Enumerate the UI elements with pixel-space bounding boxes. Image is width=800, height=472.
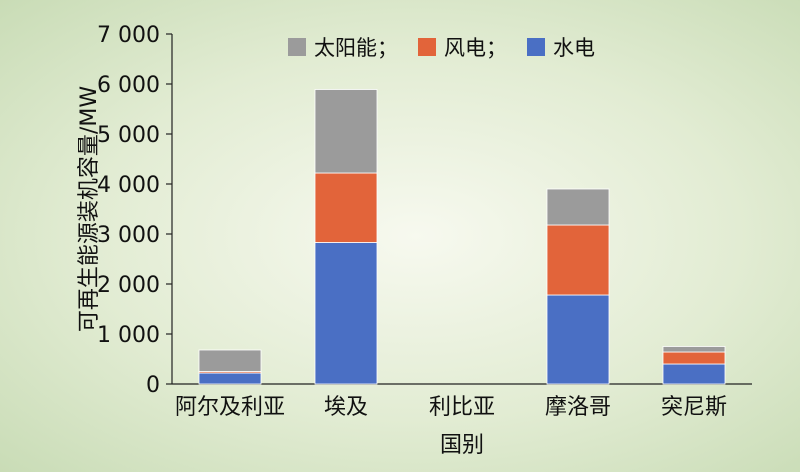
bar-segment <box>314 242 378 385</box>
axes <box>171 34 752 385</box>
y-tick-label: 1 000 <box>97 323 160 348</box>
bar-segment <box>662 346 726 353</box>
y-axis-title: 可再生能源装机容量/MW <box>77 86 102 332</box>
bar-segment <box>198 349 262 372</box>
y-tick-label: 6 000 <box>97 73 160 98</box>
y-tick-label: 2 000 <box>97 273 160 298</box>
bars <box>198 89 726 385</box>
y-tick-label: 3 000 <box>97 223 160 248</box>
x-category-label: 摩洛哥 <box>545 395 611 420</box>
bar-segment <box>662 363 726 385</box>
y-tick-label: 5 000 <box>97 123 160 148</box>
x-category-label: 利比亚 <box>429 395 495 420</box>
x-category-label: 埃及 <box>324 395 368 420</box>
legend-label: 风电； <box>444 36 507 60</box>
bar-segment <box>314 89 378 174</box>
bar-segment <box>546 294 610 385</box>
bar-segment <box>198 372 262 385</box>
bar-segment <box>662 351 726 365</box>
x-category-label: 突尼斯 <box>661 395 727 420</box>
legend-swatch <box>288 38 306 56</box>
legend-swatch <box>418 38 436 56</box>
x-axis-category-labels: 阿尔及利亚 埃及 利比亚 摩洛哥 突尼斯 <box>175 395 727 420</box>
y-tick-label: 4 000 <box>97 173 160 198</box>
y-tick-label: 7 000 <box>97 23 160 48</box>
y-axis-ticks: 0 1 000 2 000 3 000 4 000 5 000 6 000 7 000 <box>97 23 172 398</box>
legend-label: 太阳能； <box>314 36 398 60</box>
legend-label: 水电 <box>553 36 595 60</box>
bar-segment <box>546 224 610 296</box>
x-category-label: 阿尔及利亚 <box>175 395 285 420</box>
bar-segment <box>546 188 610 226</box>
x-axis-title: 国别 <box>440 433 484 458</box>
y-tick-label: 0 <box>146 373 160 398</box>
legend: 太阳能； 风电； 水电 <box>288 36 595 60</box>
bar-segment <box>314 172 378 243</box>
legend-swatch <box>527 38 545 56</box>
